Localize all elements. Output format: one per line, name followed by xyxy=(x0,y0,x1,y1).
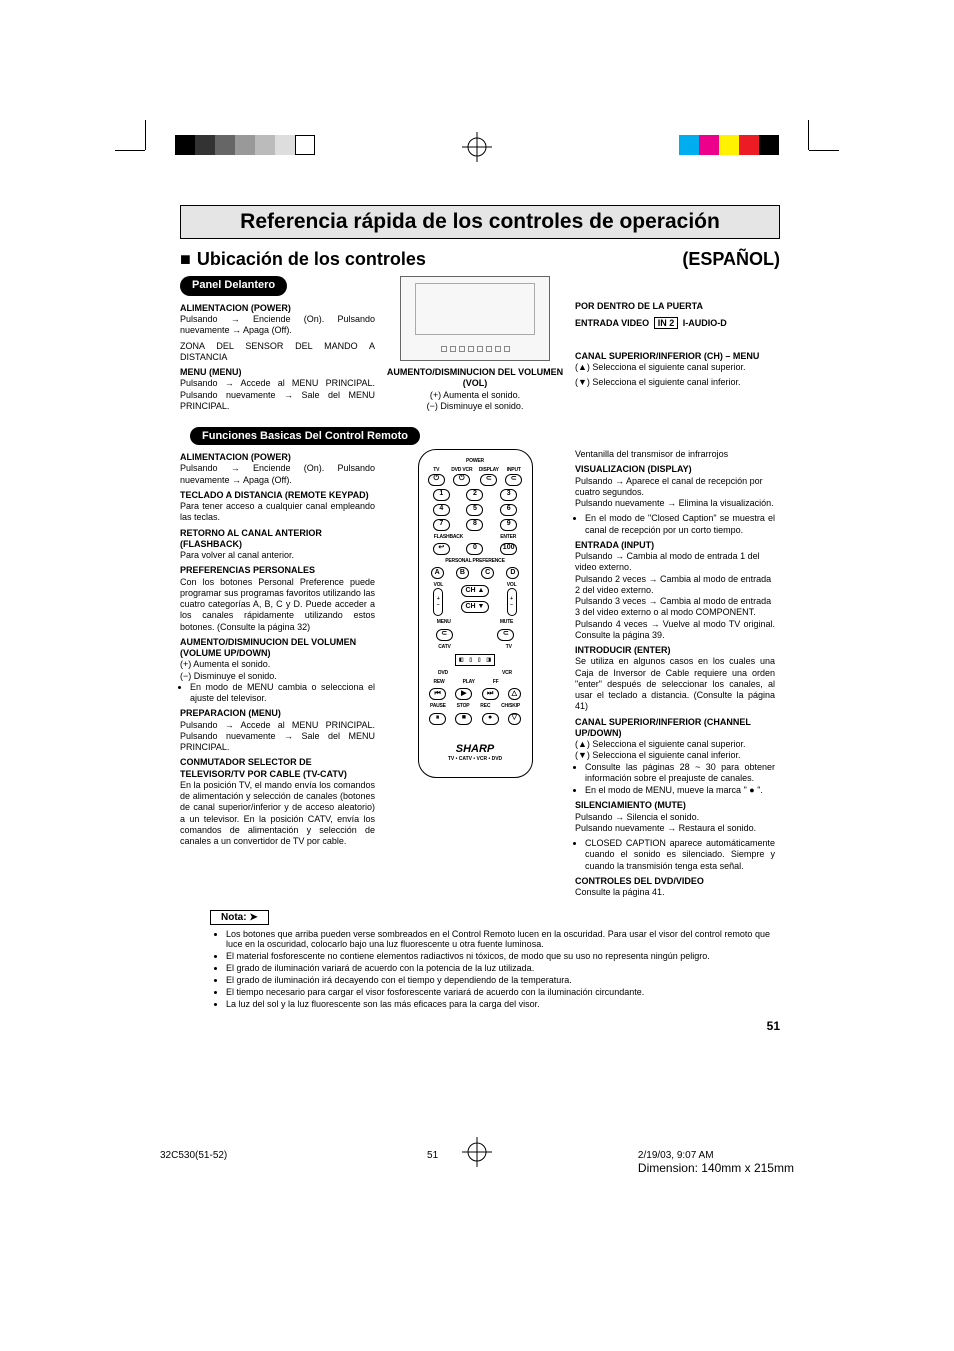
page-number: 51 xyxy=(180,1019,780,1033)
tv-diagram xyxy=(400,276,550,361)
note-list: Los botones que arriba pueden verse somb… xyxy=(226,929,770,1009)
footer: 32C530(51-52) 51 2/19/03, 9:07 AM Dimens… xyxy=(160,1150,794,1175)
note-label: Nota: ➤ xyxy=(210,910,269,925)
section-heading: Ubicación de los controles xyxy=(197,249,426,269)
page-title-banner: Referencia rápida de los controles de op… xyxy=(180,205,780,239)
registration-top xyxy=(0,135,954,195)
language-label: (ESPAÑOL) xyxy=(682,249,780,270)
remote-band: Funciones Basicas Del Control Remoto xyxy=(190,427,420,445)
panel-band: Panel Delantero xyxy=(180,276,287,296)
remote-diagram: POWER TV⏻ DVD VCR⏻ DISPLAY⊂ INPUT⊂ 123 4… xyxy=(418,449,533,778)
reg-target-icon xyxy=(462,132,492,162)
power-heading: ALIMENTACION (POWER) xyxy=(180,303,375,314)
